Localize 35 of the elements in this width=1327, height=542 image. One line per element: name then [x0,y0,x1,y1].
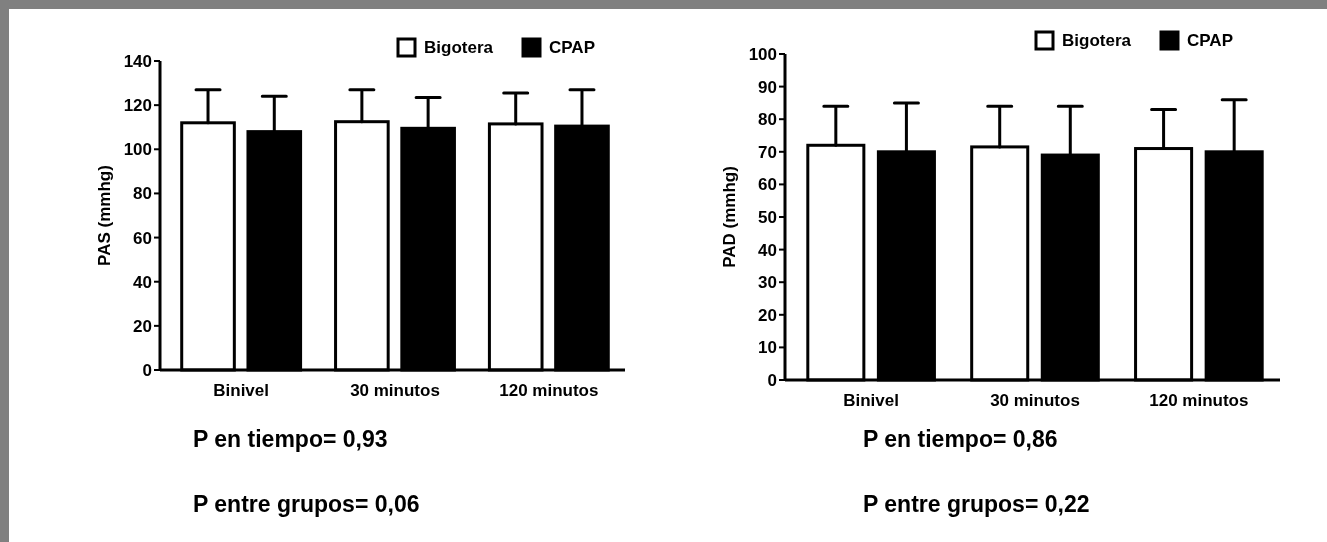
x-tick-label: Binivel [843,391,899,410]
y-axis-title: PAD (mmhg) [720,166,739,268]
text: P entre grupos= 0,22 [863,491,1090,517]
x-tick-label: 120 minutos [499,381,599,400]
y-tick-label: 80 [758,110,777,130]
legend-label: CPAP [549,37,595,57]
legend-label: CPAP [1187,30,1233,50]
y-tick-label: 80 [133,184,152,204]
y-tick-label: 60 [758,175,777,195]
x-tick-label: 30 minutos [350,381,440,400]
text: P en tiempo= 0,93 [193,426,388,452]
text: P en tiempo= 0,86 [863,426,1058,452]
y-tick-label: 10 [758,338,777,358]
x-tick-label: 30 minutos [990,391,1080,410]
y-tick-label: 0 [767,370,777,390]
y-tick-label: 60 [133,228,152,248]
legend-label: Bigotera [1062,30,1132,50]
y-axis-title: PAS (mmhg) [95,165,114,266]
y-tick-label: 40 [133,272,152,292]
y-tick-label: 20 [758,305,777,325]
y-tick-label: 100 [123,140,152,160]
legend-label: Bigotera [424,37,494,57]
text: P entre grupos= 0,06 [193,491,420,517]
y-tick-label: 100 [748,44,777,64]
y-tick-label: 40 [758,240,777,260]
y-tick-label: 90 [758,77,777,97]
x-tick-label: Binivel [213,381,270,400]
y-tick-label: 30 [758,273,777,293]
y-tick-label: 120 [123,96,152,116]
y-tick-label: 0 [142,360,152,380]
x-tick-label: 120 minutos [1149,391,1249,410]
y-tick-label: 140 [123,51,152,71]
y-tick-label: 20 [133,316,152,336]
y-tick-label: 70 [758,142,777,162]
y-tick-label: 50 [758,207,777,227]
